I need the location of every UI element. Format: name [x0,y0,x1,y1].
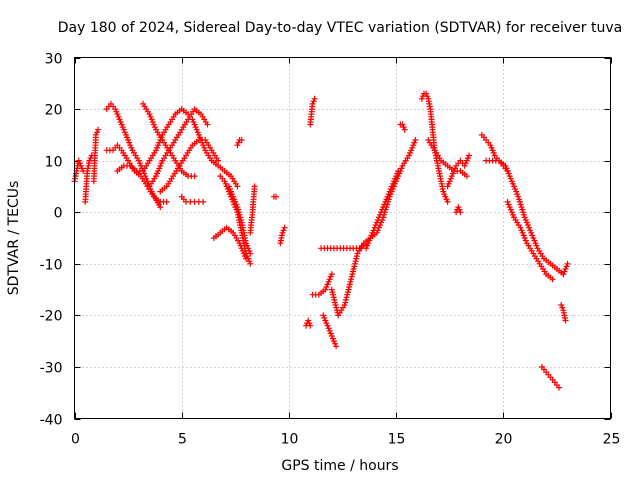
data-point [247,260,254,267]
data-points [71,90,571,391]
data-point [95,126,102,133]
data-point [247,250,254,257]
data-point [251,183,258,190]
data-point [418,95,425,102]
data-point [328,271,335,278]
chart-title: Day 180 of 2024, Sidereal Day-to-day VTE… [58,20,622,36]
data-point [146,111,153,118]
x-tick-labels: 0 5 10 15 20 25 [71,432,620,448]
data-point [281,224,288,231]
grid-lines [74,57,611,419]
data-point [307,322,314,329]
data-point [333,343,340,350]
data-point [191,173,198,180]
plot-frame [74,57,611,419]
x-tick-label: 15 [388,432,406,448]
y-tick-label: -30 [40,361,63,377]
data-point [412,137,419,143]
data-point [424,93,431,100]
data-point [466,152,472,159]
x-tick-label: 10 [281,432,299,448]
data-point [157,204,164,211]
y-axis-label: SDTVAR / TECUs [6,181,22,296]
data-point [215,157,222,164]
y-tick-labels: -40 -30 -20 -10 0 10 20 30 [40,52,63,429]
y-tick-label: -20 [40,309,63,325]
data-point [238,137,245,143]
data-point [457,209,464,216]
data-point [163,198,170,205]
data-point [200,198,207,205]
y-tick-label: 10 [45,155,63,171]
x-tick-label: 20 [495,432,513,448]
data-point [311,95,318,102]
data-point [395,168,402,174]
data-point [463,173,470,180]
data-point [401,126,408,133]
y-tick-label: 20 [45,103,63,119]
data-point [562,317,569,324]
x-tick-label: 25 [603,432,621,448]
y-tick-label: 0 [54,206,63,222]
x-tick-label: 0 [71,432,80,448]
y-tick-label: -10 [40,258,63,274]
data-point [556,384,562,391]
data-point [204,121,211,128]
y-tick-label: -40 [40,413,63,429]
x-axis-label: GPS time / hours [281,458,398,474]
data-point [549,276,556,283]
data-point [234,183,241,190]
data-point [273,193,279,200]
data-point [564,260,571,267]
data-point [444,198,451,205]
data-point [114,111,121,118]
x-tick-label: 5 [178,432,187,448]
y-tick-label: 30 [45,52,63,68]
